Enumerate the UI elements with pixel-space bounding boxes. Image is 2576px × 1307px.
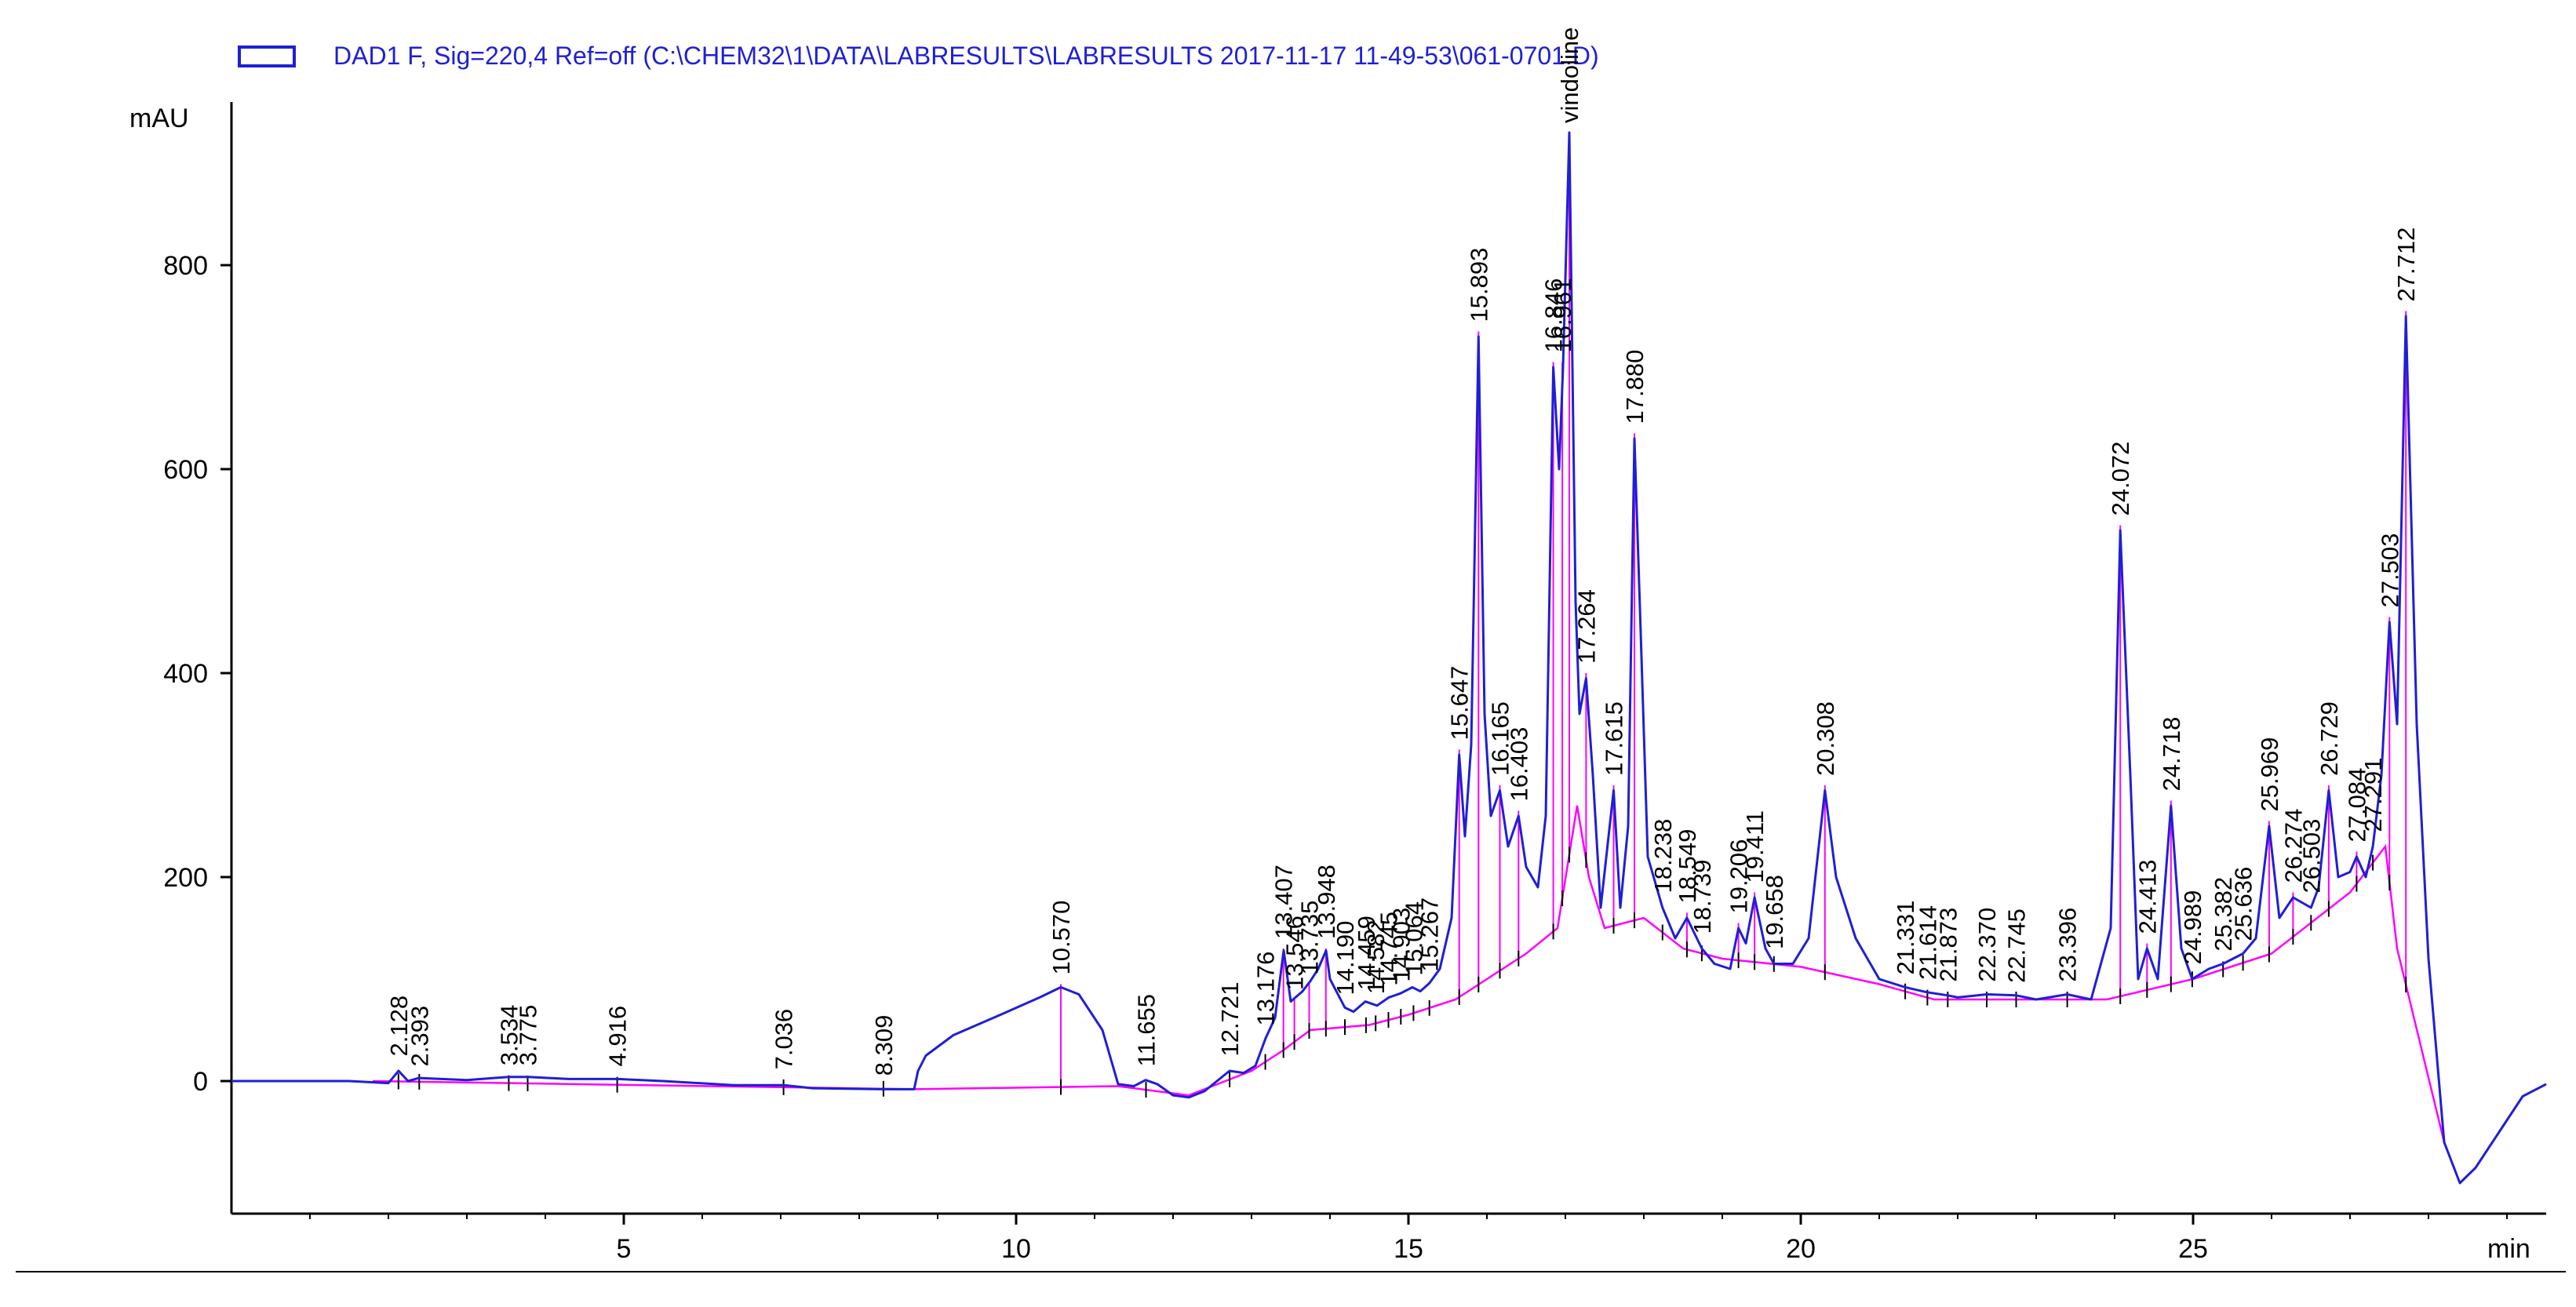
peak-label: 15.647 — [1446, 666, 1474, 741]
peak-label: 13.546 — [1281, 916, 1309, 990]
baseline-layer — [372, 805, 2446, 1143]
peak-label: 23.396 — [2054, 908, 2082, 982]
peak-label: 19.411 — [1741, 810, 1769, 883]
peak-label: 26.503 — [2297, 819, 2325, 894]
y-tick-label: 600 — [163, 455, 208, 485]
peak-label: 14.190 — [1332, 921, 1359, 996]
peak-label: 27.503 — [2376, 533, 2403, 608]
peak-label: 13.948 — [1313, 865, 1340, 939]
peak-label: 3.534 — [495, 1005, 523, 1066]
peak-label: 27.712 — [2392, 228, 2420, 302]
peak-label: 26.274 — [2279, 809, 2307, 883]
peak-label: 14.745 — [1375, 912, 1403, 986]
peak-label: 12.721 — [1216, 982, 1244, 1057]
peak-label: 27.291 — [2359, 758, 2387, 832]
peak-label: 21.873 — [1934, 908, 1962, 982]
peak-label: 24.718 — [2158, 717, 2185, 792]
peak-label: 21.614 — [1914, 905, 1941, 980]
legend: DAD1 F, Sig=220,4 Ref=off (C:\CHEM32\1\D… — [238, 42, 1599, 70]
peak-label: 24.989 — [2179, 890, 2206, 965]
peak-label: 17.264 — [1572, 589, 1600, 664]
y-tick-label: 800 — [163, 251, 208, 281]
peak-label: 17.615 — [1601, 701, 1628, 776]
x-tick-label: 20 — [1786, 1234, 1816, 1264]
integration-baseline — [372, 805, 2446, 1143]
peak-label: 27.084 — [2343, 768, 2370, 843]
peak-label: 26.729 — [2315, 701, 2343, 776]
peak-label: 16.961 — [1549, 279, 1576, 353]
peak-label: 2.393 — [406, 1006, 433, 1067]
peak-label: 11.655 — [1133, 994, 1160, 1067]
peak-label: 20.308 — [1812, 701, 1839, 776]
peak-label: 14.582 — [1362, 919, 1390, 994]
peak-label: 25.636 — [2230, 867, 2257, 941]
peak-label: 24.072 — [2107, 442, 2134, 516]
peak-label: 10.570 — [1048, 901, 1075, 975]
peak-label: 14.459 — [1353, 916, 1380, 990]
peak-label: 15.893 — [1465, 248, 1492, 322]
peak-label: 22.370 — [1973, 908, 2001, 982]
peak-label: 18.549 — [1674, 829, 1701, 904]
y-axis-label: mAU — [129, 104, 189, 133]
bottom-frame-line — [16, 1271, 2566, 1272]
peak-label: vindoline — [1556, 27, 1583, 123]
y-ticks: 0 200 400 600 800 — [163, 251, 231, 1097]
signal-layer — [231, 131, 2547, 1185]
x-tick-label: 15 — [1394, 1234, 1423, 1264]
x-ticks: 5 10 15 20 25 — [309, 1214, 2508, 1264]
peak-label: 13.176 — [1252, 952, 1280, 1026]
peak-label: 16.403 — [1505, 727, 1532, 802]
peak-label: 17.880 — [1621, 350, 1649, 424]
peak-label: 24.413 — [2133, 860, 2161, 934]
peak-label: 7.036 — [771, 1009, 798, 1070]
peak-label: 13.735 — [1296, 901, 1324, 975]
peak-label: 18.238 — [1649, 819, 1677, 894]
peak-label: 4.916 — [604, 1006, 632, 1067]
x-tick-label: 5 — [617, 1234, 632, 1264]
peak-label: 22.745 — [2003, 908, 2031, 983]
peak-label: 8.309 — [870, 1015, 898, 1076]
x-tick-label: 10 — [1001, 1234, 1031, 1264]
y-tick-label: 200 — [163, 863, 208, 893]
peak-label: 25.969 — [2256, 737, 2283, 812]
peak-label: 13.407 — [1270, 865, 1298, 939]
peak-label: 19.206 — [1725, 839, 1753, 914]
y-tick-label: 0 — [193, 1067, 208, 1097]
peak-label: 16.846 — [1540, 279, 1568, 353]
peak-label: 15.064 — [1400, 901, 1427, 976]
peak-label: 16.165 — [1487, 701, 1514, 776]
y-tick-label: 400 — [163, 659, 208, 689]
legend-swatch — [238, 46, 296, 67]
peak-label: 21.331 — [1892, 901, 1919, 975]
peak-label: 18.739 — [1689, 860, 1716, 934]
signal-trace — [231, 131, 2547, 1185]
legend-label: DAD1 F, Sig=220,4 Ref=off (C:\CHEM32\1\D… — [333, 42, 1599, 70]
peak-label: 14.903 — [1387, 908, 1415, 982]
peak-drop-lines — [397, 133, 2407, 1098]
x-tick-label: 25 — [2178, 1234, 2208, 1264]
peak-label: 19.658 — [1761, 875, 1788, 949]
x-axis-label: min — [2487, 1234, 2530, 1264]
peak-label: 3.775 — [515, 1005, 542, 1066]
peak-label: 25.382 — [2210, 877, 2237, 952]
peak-label: 15.267 — [1416, 897, 1444, 972]
peak-label: 2.128 — [385, 996, 413, 1057]
